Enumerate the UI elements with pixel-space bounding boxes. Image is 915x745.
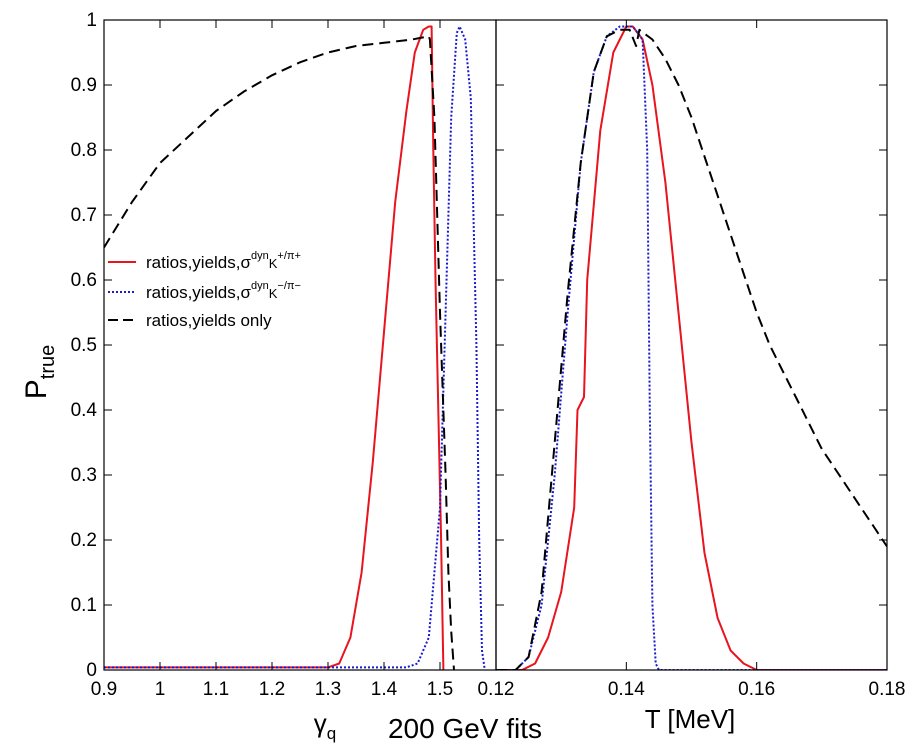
x-axis-label-gamma-main: γ [314, 708, 327, 738]
x-tick-label: 1.4 [371, 679, 398, 700]
y-tick-label: 0 [86, 660, 97, 681]
series-line-temperature-blue [496, 25, 887, 670]
panel-gamma [104, 25, 486, 670]
y-tick-label: 0.5 [71, 335, 97, 356]
legend-entry-blue-main: ratios,yields,σ [146, 283, 251, 302]
legend-entry-blue-sup2: −/π− [277, 280, 301, 292]
y-tick-label: 0.2 [71, 530, 97, 551]
series-line-gamma-blue [104, 25, 486, 670]
legend-entry-red-k: K [269, 256, 278, 271]
y-axis-label-sub: true [37, 345, 59, 379]
y-tick-label: 1 [86, 10, 97, 31]
x-tick-label: 0.9 [91, 679, 117, 700]
y-tick-label: 0.7 [71, 205, 97, 226]
legend-entry-red: ratios,yields,σdynK+/π+ [146, 250, 301, 272]
legend: ratios,yields,σdynK+/π+ ratios,yields,σd… [108, 250, 301, 330]
y-tick-label: 0.9 [71, 75, 97, 96]
y-axis-label-main: P [20, 379, 53, 399]
x-tick-label: 0.16 [738, 679, 775, 700]
y-axis-label: Ptrue [20, 345, 59, 399]
y-tick-label: 0.4 [71, 400, 98, 421]
x-axis-label-gamma-sub: q [327, 724, 336, 743]
legend-entry-blue-k: K [269, 286, 278, 301]
axis-ticks [103, 19, 888, 671]
legend-entry-red-sup2: +/π+ [277, 250, 301, 262]
legend-entry-blue-sup1: dyn [251, 280, 269, 292]
x-tick-label: 1 [155, 679, 166, 700]
y-tick-label: 0.8 [71, 140, 97, 161]
x-axis-label-temperature: T [MeV] [645, 704, 736, 734]
axis-tick-labels: 0 0.1 0.2 0.3 0.4 0.5 0.6 0.7 0.8 0.9 1 0.9 1 1.1 1.2 1… [71, 10, 906, 700]
x-axis-label-gamma: γq [314, 708, 336, 743]
series-line-temperature-black [496, 28, 887, 670]
panel-temperature [496, 25, 887, 670]
y-tick-label: 0.1 [71, 595, 97, 616]
y-tick-label: 0.6 [71, 270, 97, 291]
series-line-temperature-red [496, 25, 887, 670]
chart-caption: 200 GeV fits [388, 713, 542, 744]
x-tick-label: 0.14 [608, 679, 645, 700]
legend-entry-red-sup1: dyn [251, 250, 269, 262]
x-tick-label: 1.1 [203, 679, 229, 700]
y-tick-label: 0.3 [71, 465, 97, 486]
x-tick-label: 1.2 [259, 679, 285, 700]
legend-entry-black: ratios,yields only [146, 311, 272, 330]
legend-entry-blue: ratios,yields,σdynK−/π− [146, 280, 301, 302]
x-tick-label: 0.12 [478, 679, 515, 700]
x-tick-label: 1.3 [315, 679, 341, 700]
series-line-gamma-red [104, 25, 445, 670]
x-tick-label: 1.5 [427, 679, 453, 700]
legend-entry-red-main: ratios,yields,σ [146, 253, 251, 272]
x-tick-label: 0.18 [869, 679, 906, 700]
series-line-gamma-black [104, 35, 455, 670]
